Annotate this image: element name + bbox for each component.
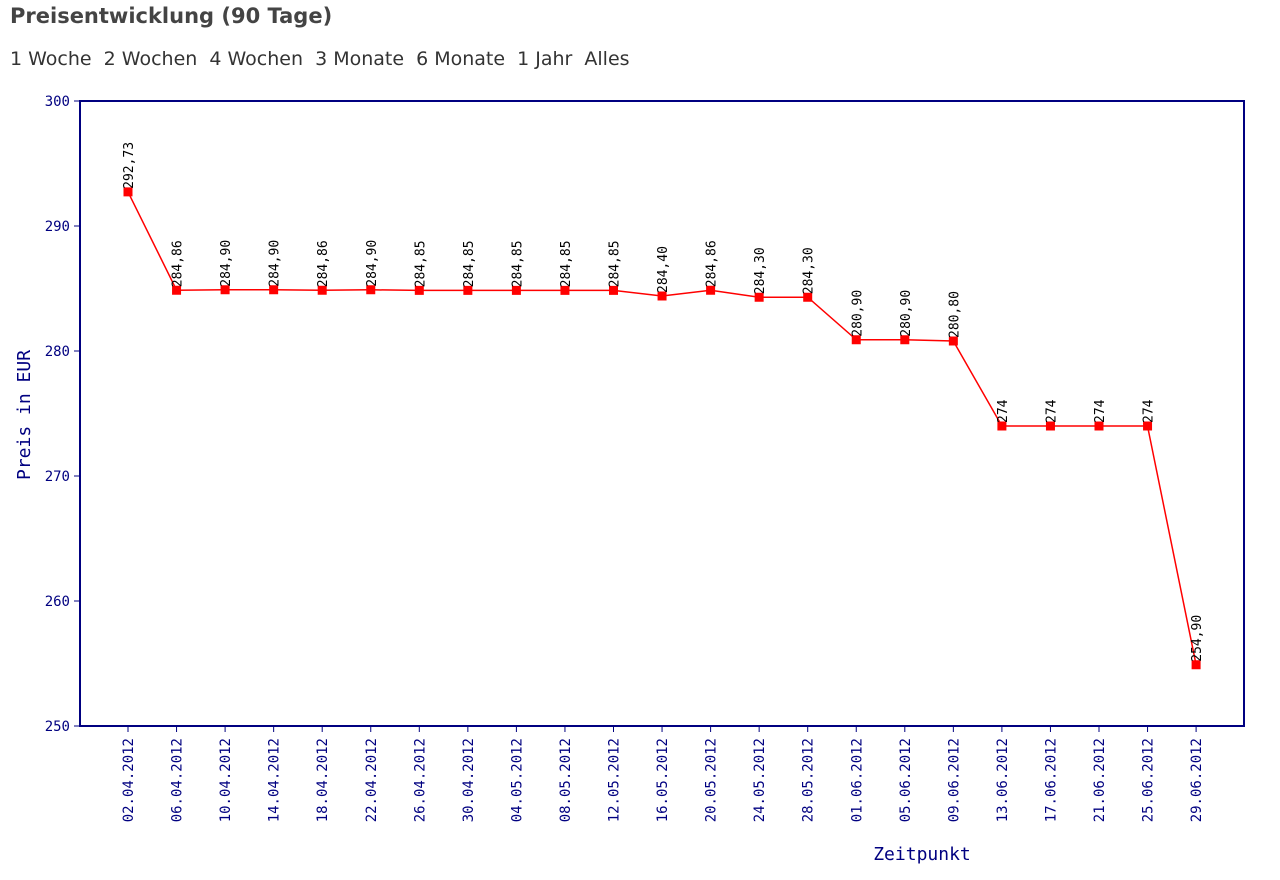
data-label: 292,73 (122, 142, 137, 189)
x-tick-label: 24.05.2012 (752, 738, 768, 822)
data-labels: 292,73 284,86 284,90 284,90 284,86 284,90 284,… (122, 142, 1205, 662)
x-tick-label: 12.05.2012 (607, 738, 623, 822)
data-point-marker (948, 336, 958, 346)
data-point-marker (366, 285, 376, 295)
data-label: 274 (1044, 399, 1059, 423)
y-tick-label: 290 (45, 219, 70, 235)
data-point-marker (1143, 421, 1153, 431)
data-point-marker (1094, 421, 1104, 431)
data-point-marker (900, 335, 910, 345)
data-label: 284,85 (608, 240, 623, 287)
x-tick-label: 01.06.2012 (849, 738, 865, 822)
plot-frame (79, 100, 1245, 727)
data-label: 284,86 (316, 240, 331, 287)
data-point-marker (220, 285, 230, 295)
x-tick-label: 06.04.2012 (170, 738, 186, 822)
data-point-marker (463, 285, 473, 295)
data-point-marker (803, 292, 813, 302)
data-point-marker (172, 285, 182, 295)
data-label: 284,40 (656, 246, 671, 293)
data-label: 284,85 (413, 240, 428, 287)
price-series (123, 187, 1201, 670)
x-tick-label: 13.06.2012 (995, 738, 1011, 822)
data-point-marker (269, 285, 279, 295)
x-tick-label: 28.05.2012 (801, 738, 817, 822)
x-tick-label: 30.04.2012 (461, 738, 477, 822)
data-label: 284,90 (219, 240, 234, 287)
x-tick-label: 16.05.2012 (655, 738, 671, 822)
data-label: 284,30 (802, 247, 817, 294)
y-axis: 250 260 270 280 290 300 (45, 94, 80, 735)
range-4-weeks-link[interactable]: 4 Wochen (209, 48, 304, 70)
data-label: 284,85 (462, 240, 477, 287)
range-2-weeks-link[interactable]: 2 Wochen (103, 48, 198, 70)
x-axis: 02.04.2012 06.04.2012 10.04.2012 14.04.2012… (121, 726, 1205, 822)
data-point-marker (123, 187, 133, 197)
data-point-marker (414, 285, 424, 295)
data-label: 284,86 (705, 240, 720, 287)
x-tick-label: 04.05.2012 (509, 738, 525, 822)
data-label: 280,90 (850, 290, 865, 337)
range-6-months-link[interactable]: 6 Monate (416, 48, 506, 70)
x-tick-label: 22.04.2012 (364, 738, 380, 822)
y-tick-label: 280 (45, 344, 70, 360)
data-point-marker (1045, 421, 1055, 431)
data-label: 280,90 (899, 290, 914, 337)
range-1-year-link[interactable]: 1 Jahr (517, 48, 573, 70)
data-label: 274 (1093, 399, 1108, 423)
data-point-marker (851, 335, 861, 345)
data-point-marker (706, 285, 716, 295)
x-tick-label: 08.05.2012 (558, 738, 574, 822)
data-point-marker (317, 285, 327, 295)
x-tick-label: 20.05.2012 (704, 738, 720, 822)
x-tick-label: 05.06.2012 (898, 738, 914, 822)
x-tick-label: 14.04.2012 (267, 738, 283, 822)
data-point-marker (657, 291, 667, 301)
x-tick-label: 10.04.2012 (218, 738, 234, 822)
data-point-marker (609, 285, 618, 295)
page-title: Preisentwicklung (90 Tage) (10, 4, 333, 28)
data-point-marker (511, 285, 521, 295)
y-tick-label: 260 (45, 594, 70, 610)
x-tick-label: 02.04.2012 (121, 738, 137, 822)
range-selector: 1 Woche 2 Wochen 4 Wochen 3 Monate 6 Mon… (10, 48, 636, 70)
data-point-marker (560, 285, 570, 295)
y-tick-label: 300 (45, 94, 70, 110)
x-tick-label: 29.06.2012 (1189, 738, 1205, 822)
x-tick-label: 21.06.2012 (1092, 738, 1108, 822)
data-point-marker (1191, 660, 1201, 670)
range-all-link[interactable]: Alles (584, 48, 630, 70)
data-label: 284,85 (510, 240, 525, 287)
y-axis-title: Preis in EUR (14, 350, 35, 480)
data-label: 284,85 (559, 240, 574, 287)
data-label: 284,86 (171, 240, 186, 287)
y-tick-label: 270 (45, 469, 70, 485)
data-label: 274 (1142, 399, 1157, 423)
data-label: 254,90 (1190, 615, 1205, 662)
data-label: 280,80 (947, 291, 962, 338)
x-axis-title: Zeitpunkt (873, 844, 971, 865)
x-tick-label: 26.04.2012 (412, 738, 428, 822)
data-point-marker (997, 421, 1007, 431)
data-label: 284,90 (268, 240, 283, 287)
range-3-months-link[interactable]: 3 Monate (315, 48, 405, 70)
data-label: 274 (996, 399, 1011, 423)
range-1-week-link[interactable]: 1 Woche (10, 48, 92, 70)
x-tick-label: 25.06.2012 (1141, 738, 1157, 822)
data-label: 284,30 (753, 247, 768, 294)
x-tick-label: 17.06.2012 (1043, 738, 1059, 822)
y-tick-label: 250 (45, 719, 70, 735)
x-tick-label: 09.06.2012 (946, 738, 962, 822)
data-point-marker (754, 292, 764, 302)
data-label: 284,90 (365, 240, 380, 287)
x-tick-label: 18.04.2012 (315, 738, 331, 822)
